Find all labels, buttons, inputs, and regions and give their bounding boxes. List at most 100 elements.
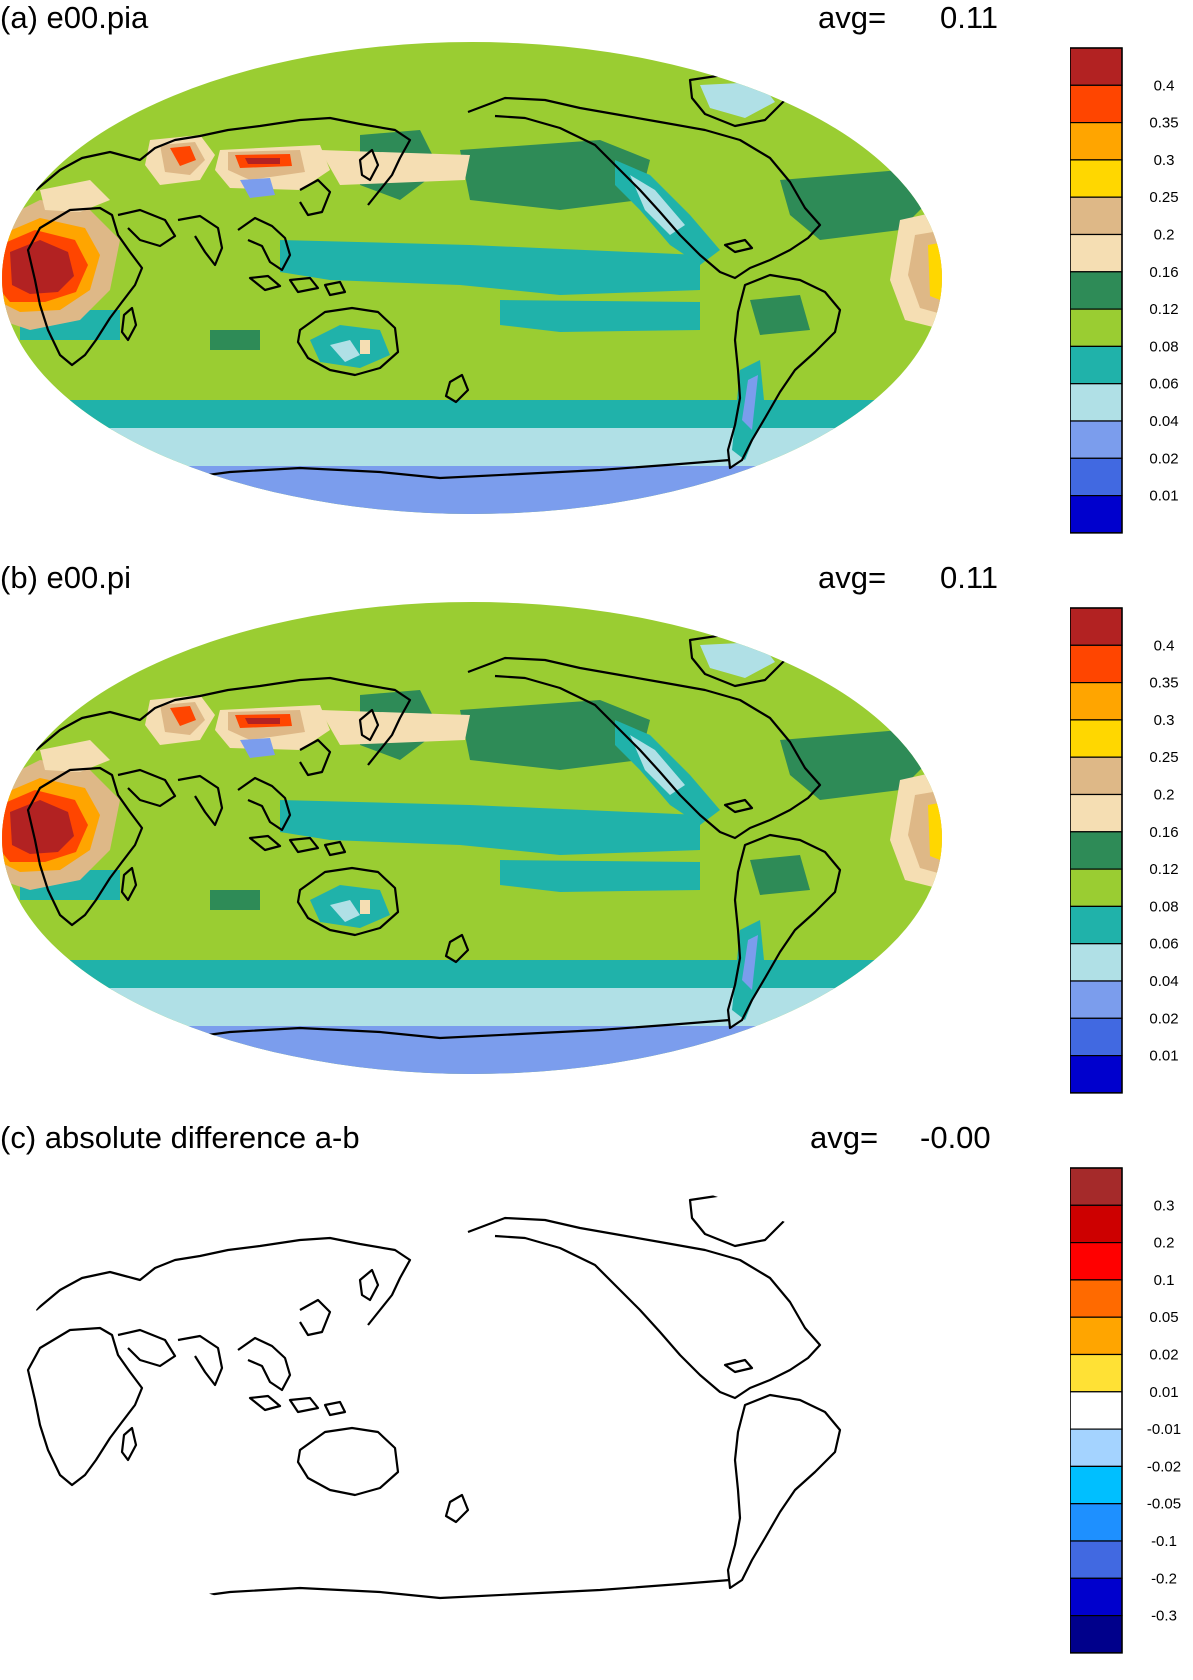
- colorbar-tick-label: 0.2: [1154, 1235, 1175, 1252]
- coastline-6: [299, 738, 332, 777]
- avg-value: 0.11: [940, 0, 999, 35]
- colorbar-tick-label: 0.3: [1154, 1197, 1175, 1214]
- colorbar-tick-label: 0.06: [1149, 936, 1178, 953]
- colorbar-tick-label: 0.35: [1149, 115, 1178, 132]
- colorbar-swatch: [1070, 980, 1123, 1019]
- colorbar-swatch: [1070, 831, 1123, 870]
- coastline-5: [237, 1336, 292, 1392]
- colorbar-swatch: [1070, 383, 1123, 422]
- colorbar-tick-label: 0.06: [1149, 376, 1178, 393]
- colorbar-swatch: [1070, 1316, 1123, 1356]
- colorbar-swatch: [1070, 121, 1123, 161]
- coastline-0: [26, 766, 144, 927]
- world-map: [2, 602, 942, 1074]
- colorbar-tick-label: 0.35: [1149, 675, 1178, 692]
- colorbar-swatch: [1070, 308, 1123, 348]
- colorbar-swatch: [1070, 84, 1123, 124]
- colorbar-swatch: [1070, 681, 1123, 721]
- colorbar-tick-label: 0.08: [1149, 898, 1178, 915]
- colorbar-swatch: [1070, 1577, 1123, 1617]
- coastline-10: [358, 148, 380, 182]
- panel-c: (c) absolute difference a-b avg= -0.00 0…: [0, 1120, 1193, 1677]
- colorbar-tick-label: 0.16: [1149, 824, 1178, 841]
- colorbar-tick-label: 0.12: [1149, 861, 1178, 878]
- coastline-11: [296, 306, 400, 377]
- colorbar-tick-label: 0.01: [1149, 1048, 1178, 1065]
- coastline-6: [299, 1298, 332, 1337]
- coastline-9: [323, 280, 347, 297]
- colorbar-swatch: [1070, 1540, 1123, 1579]
- colorbar-tick-label: -0.01: [1147, 1421, 1181, 1438]
- coastline-10: [358, 708, 380, 742]
- colorbar-swatch: [1070, 1428, 1123, 1468]
- coastline-4: [177, 214, 224, 267]
- coastline-6: [299, 178, 332, 217]
- coastline-16: [726, 1393, 842, 1590]
- colorbar-tick-label: -0.1: [1151, 1533, 1177, 1550]
- colorbar: 0.4 0.35 0.3 0.25 0.2 0.16 0.12 0.08 0.06 0.04 0.0…: [1070, 47, 1179, 534]
- colorbar-tick-label: 0.02: [1149, 1010, 1178, 1027]
- colorbar-tick-label: 0.04: [1149, 973, 1178, 990]
- coastline-9: [323, 840, 347, 857]
- colorbar-swatch: [1070, 607, 1123, 646]
- colorbar-tick-label: 0.08: [1149, 338, 1178, 355]
- colorbar-tick-label: 0.25: [1149, 749, 1178, 766]
- world-map: [2, 1162, 942, 1634]
- avg-value: -0.00: [920, 1120, 991, 1155]
- coastline-9: [323, 1400, 347, 1417]
- colorbar-swatch: [1070, 1503, 1123, 1542]
- coastline-13: [467, 1216, 822, 1400]
- avg-label: avg=: [818, 560, 887, 595]
- coastline-18: [109, 1606, 176, 1617]
- panel-title: (b) e00.pi: [0, 560, 131, 595]
- colorbar-tick-label: 0.1: [1154, 1272, 1175, 1289]
- colorbar-swatch: [1070, 1279, 1123, 1318]
- colorbar-swatch: [1070, 495, 1123, 534]
- coastline-2: [35, 676, 412, 766]
- colorbar-swatch: [1070, 1167, 1123, 1206]
- colorbar-swatch: [1070, 1017, 1123, 1057]
- colorbar-swatch: [1070, 1055, 1123, 1094]
- colorbar-swatch: [1070, 159, 1123, 198]
- coastline-3: [117, 768, 177, 808]
- coastline-18: [109, 486, 176, 497]
- coastline-11: [296, 866, 400, 937]
- coastline-13: [467, 96, 822, 280]
- coastline-12: [444, 933, 470, 964]
- coastline-16: [726, 273, 842, 470]
- colorbar-swatch: [1070, 793, 1123, 833]
- panel-title: (c) absolute difference a-b: [0, 1120, 360, 1155]
- coastline-17: [169, 1578, 731, 1602]
- avg-label: avg=: [818, 0, 887, 35]
- colorbar-tick-label: -0.02: [1147, 1458, 1181, 1475]
- coastline-2: [35, 1236, 412, 1326]
- colorbar-tick-label: 0.01: [1149, 488, 1178, 505]
- colorbar-swatch: [1070, 905, 1123, 945]
- coastline-8: [288, 836, 320, 854]
- colorbar: 0.4 0.35 0.3 0.25 0.2 0.16 0.12 0.08 0.06 0.04 0.0…: [1070, 607, 1179, 1094]
- coastline-17: [169, 458, 731, 482]
- coastline-12: [444, 373, 470, 404]
- coastline-1: [120, 866, 138, 902]
- coastline-7: [248, 1394, 282, 1412]
- coastline-15: [723, 798, 754, 814]
- colorbar-swatch: [1070, 196, 1123, 236]
- colorbar-swatch: [1070, 1391, 1123, 1430]
- panel-title: (a) e00.pia: [0, 0, 149, 35]
- colorbar-tick-label: 0.12: [1149, 301, 1178, 318]
- coastline-5: [237, 776, 292, 832]
- colorbar-swatch: [1070, 644, 1123, 684]
- colorbar-swatch: [1070, 1204, 1123, 1244]
- colorbar-tick-label: -0.2: [1151, 1570, 1177, 1587]
- coastline-2: [35, 116, 412, 206]
- coastline-10: [358, 1268, 380, 1302]
- colorbar-swatch: [1070, 943, 1123, 982]
- coastline-1: [120, 306, 138, 342]
- colorbar-swatch: [1070, 1241, 1123, 1281]
- colorbar-tick-label: 0.02: [1149, 1347, 1178, 1364]
- coastline-16: [726, 833, 842, 1030]
- coastline-8: [288, 276, 320, 294]
- coastline-13: [467, 656, 822, 840]
- colorbar-tick-label: -0.05: [1147, 1496, 1181, 1513]
- colorbar-tick-label: 0.4: [1154, 637, 1175, 654]
